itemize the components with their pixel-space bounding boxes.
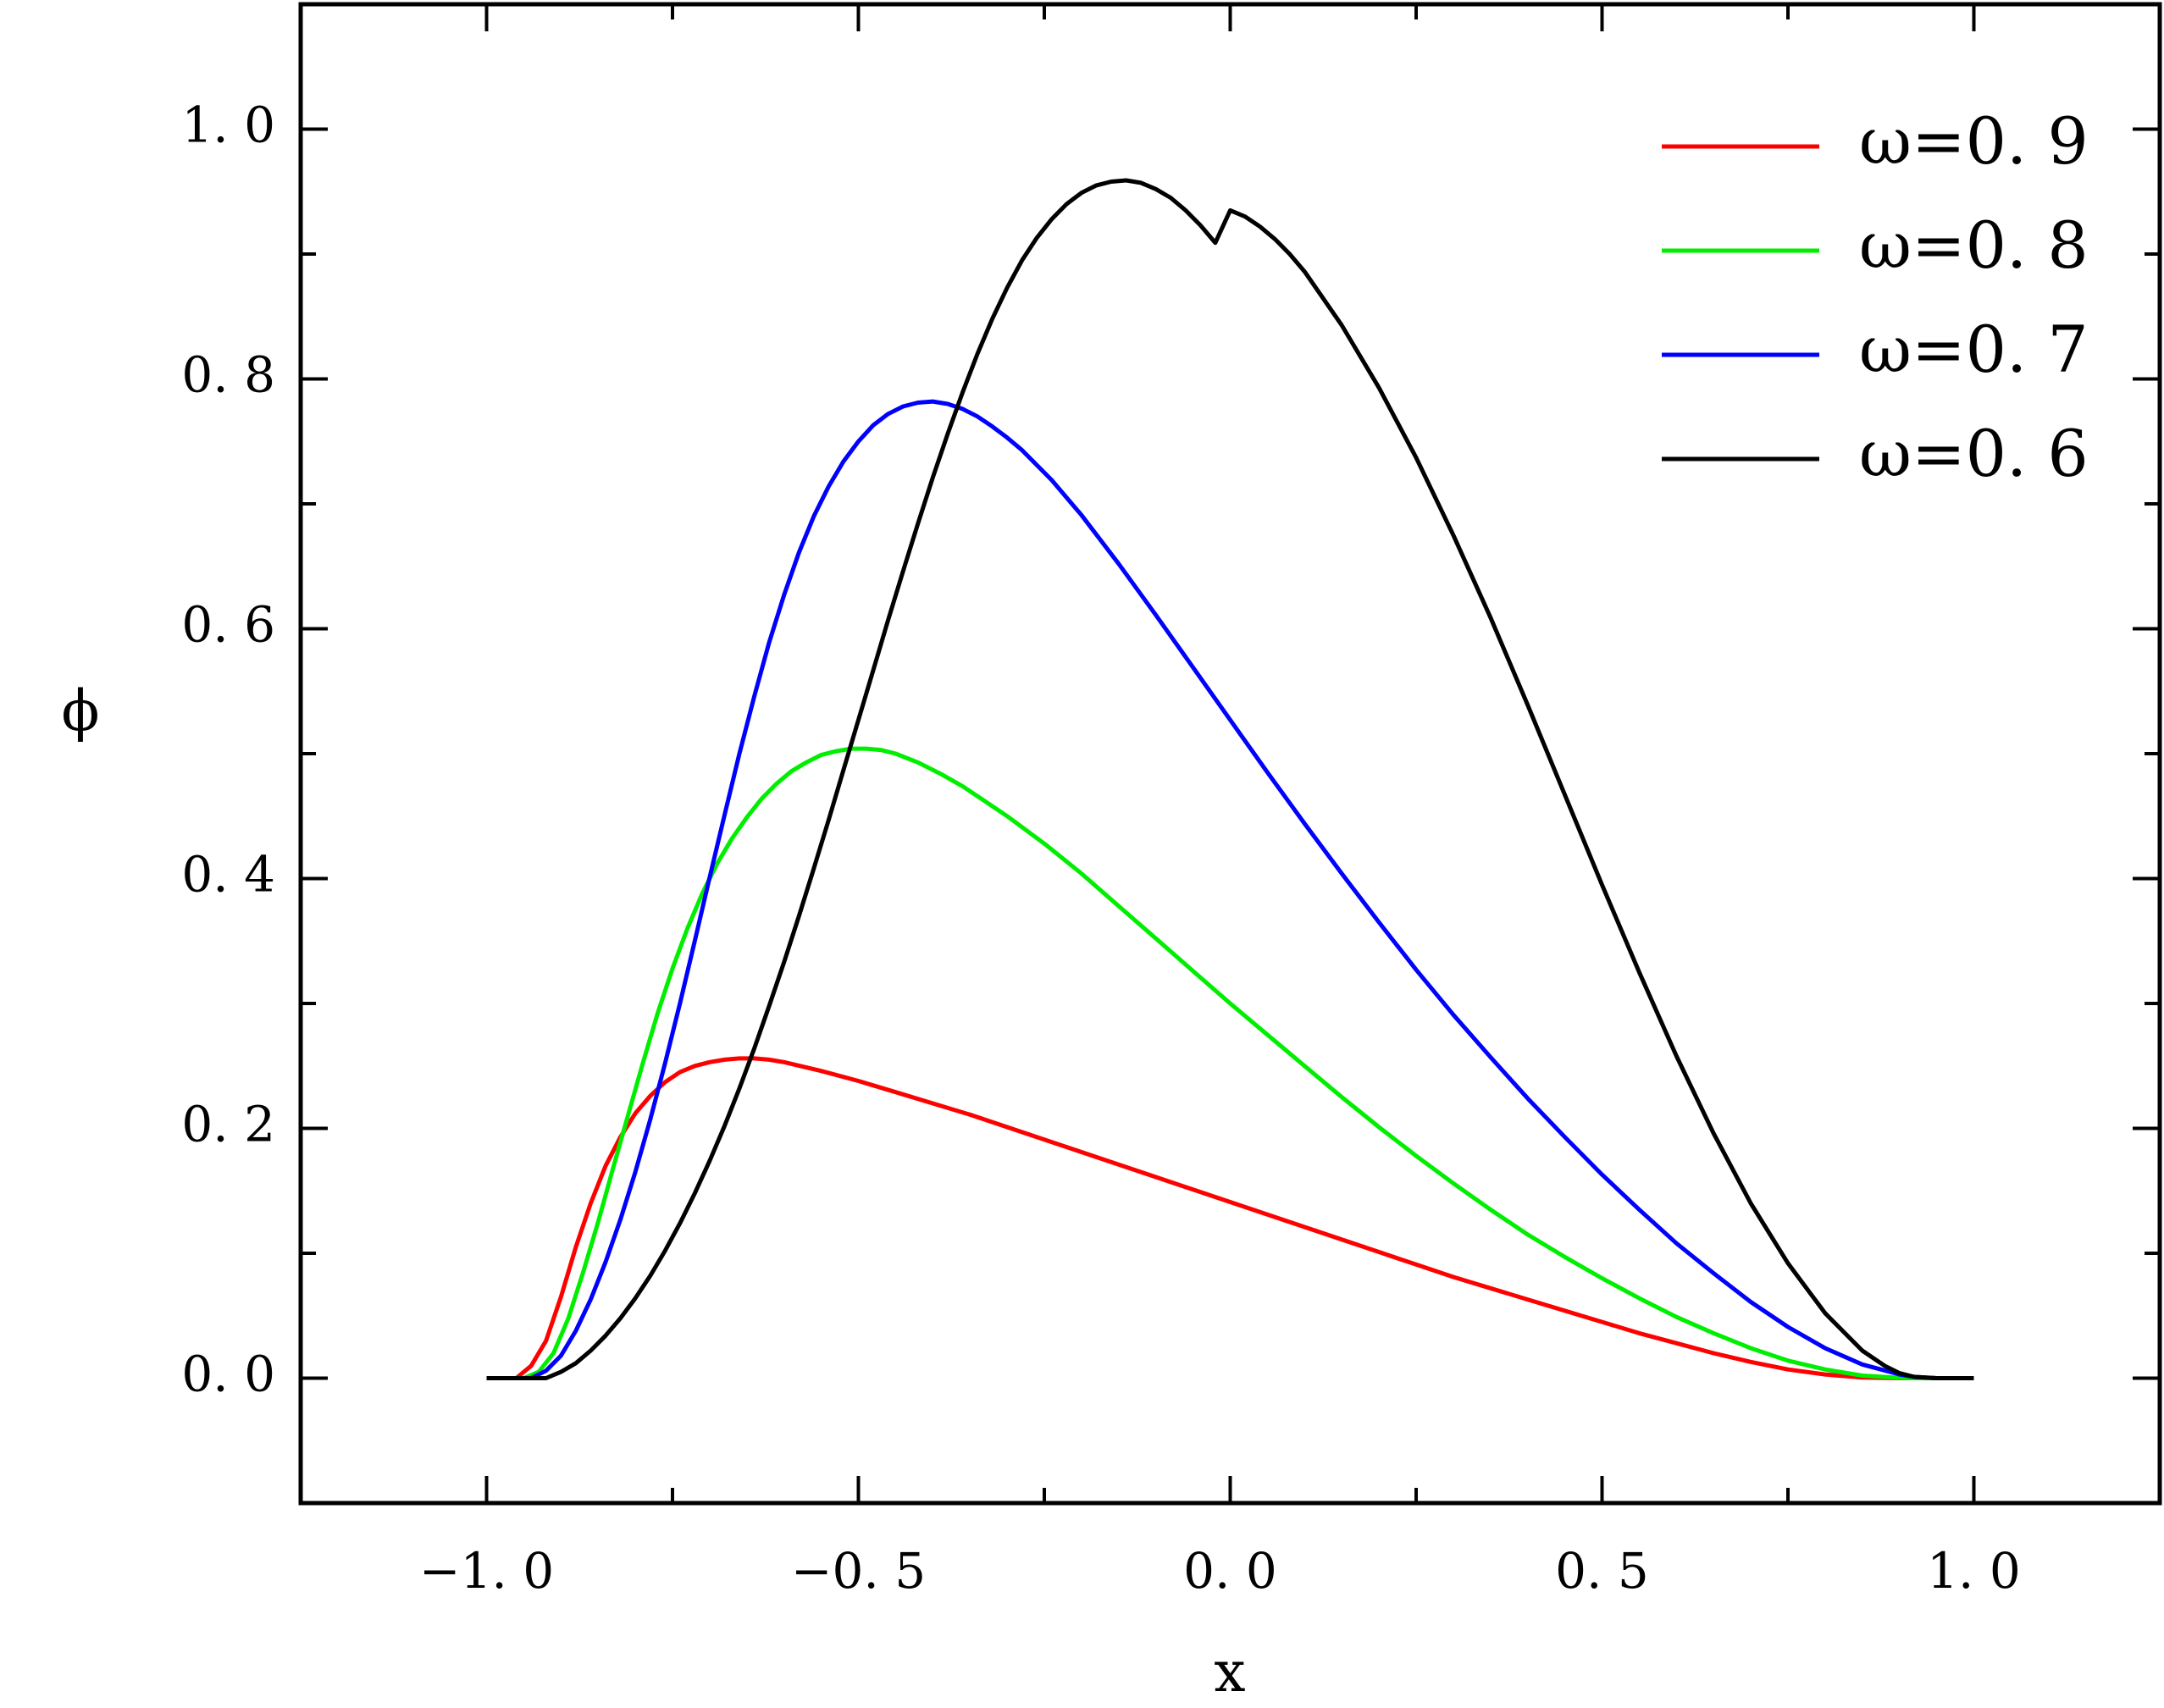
y-axis-label: ϕ bbox=[62, 678, 100, 743]
legend-label-1: ω=0. 9 bbox=[1859, 103, 2089, 179]
series-group bbox=[486, 178, 1974, 1380]
y-tick-label: 0. 0 bbox=[181, 1346, 275, 1403]
y-tick-label: 0. 8 bbox=[181, 346, 275, 404]
y-tick-label: 0. 6 bbox=[181, 596, 275, 654]
x-tick-label: −0. 5 bbox=[791, 1542, 926, 1600]
legend-label-2: ω=0. 8 bbox=[1859, 207, 2089, 283]
x-axis-label: x bbox=[1214, 1639, 1245, 1705]
legend-label-3: ω=0. 7 bbox=[1859, 312, 2089, 387]
legend: ω=0. 9 ω=0. 8 ω=0. 7 ω=0. 6 bbox=[1662, 103, 2089, 491]
ticks-group: −1. 0 −0. 5 0. 0 0. 5 1. 0 0. 0 0. 2 0. 4 0. 6 0.… bbox=[181, 3, 2160, 1600]
y-tick-label: 1. 0 bbox=[181, 97, 275, 154]
series-line-4 bbox=[486, 178, 1974, 1380]
y-tick-label: 0. 2 bbox=[181, 1096, 275, 1153]
legend-label-4: ω=0. 6 bbox=[1859, 416, 2089, 491]
x-tick-label: 0. 0 bbox=[1183, 1542, 1277, 1600]
series-line-2 bbox=[486, 746, 1974, 1380]
x-tick-label: 1. 0 bbox=[1927, 1542, 2021, 1600]
y-tick-label: 0. 4 bbox=[181, 846, 275, 904]
x-tick-label: 0. 5 bbox=[1555, 1542, 1649, 1600]
series-line-3 bbox=[486, 399, 1974, 1380]
series-line-1 bbox=[486, 1056, 1974, 1380]
x-tick-label: −1. 0 bbox=[419, 1542, 554, 1600]
